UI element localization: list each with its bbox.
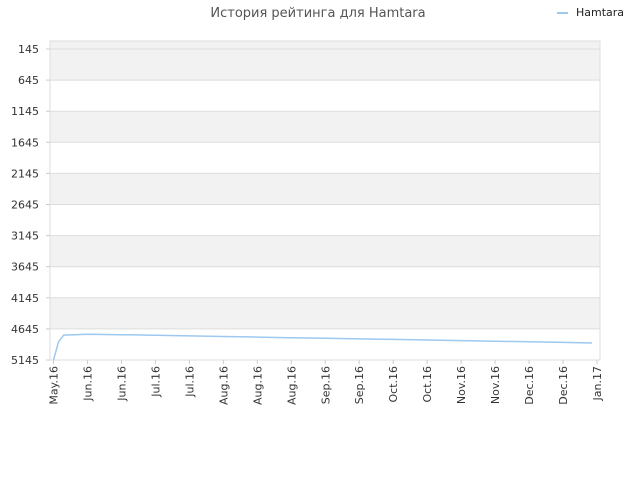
series-line	[52, 333, 592, 361]
x-tick-label: Oct.16	[421, 366, 434, 403]
y-tick-label: 3645	[11, 261, 39, 274]
plot-bands	[50, 41, 600, 329]
x-tick-label: Jan.17	[591, 366, 604, 401]
x-tick-label: Nov.16	[455, 366, 468, 404]
y-tick-label: 1645	[11, 136, 39, 149]
x-tick-label: Sep.16	[353, 366, 366, 404]
series-layer	[52, 333, 592, 361]
x-tick-label: Aug.16	[251, 366, 264, 405]
x-tick-label: May.16	[48, 366, 61, 405]
y-tick-label: 3145	[11, 230, 39, 243]
x-tick-label: Jul.16	[149, 366, 162, 398]
y-tick-label: 5145	[11, 354, 39, 367]
x-tick-label: Jul.16	[183, 366, 196, 398]
y-tick-label: 2645	[11, 199, 39, 212]
x-tick-label: Aug.16	[217, 366, 230, 405]
chart-title: История рейтинга для Hamtara	[210, 6, 425, 21]
plot-band	[50, 49, 600, 81]
x-tick-label: Aug.16	[285, 366, 298, 405]
y-tick-label: 4645	[11, 323, 39, 336]
y-tick-label: 2145	[11, 167, 39, 180]
x-tick-label: Sep.16	[319, 366, 332, 404]
x-tick-label: Dec.16	[523, 366, 536, 405]
y-tick-label: 145	[18, 43, 39, 56]
y-tick-label: 1145	[11, 105, 39, 118]
plot-band	[50, 235, 600, 267]
legend-label: Hamtara	[576, 6, 624, 19]
plot-band	[50, 173, 600, 205]
y-axis: 145 645 1145 1645 2145 2645 3145 3645 4145 4645 51…	[11, 43, 50, 367]
y-tick-label: 645	[18, 74, 39, 87]
y-tick-label: 4145	[11, 292, 39, 305]
x-axis: May.16 Jun.16 Jun.16 Jul.16 Jul.16 Aug.16 Aug.…	[48, 360, 604, 405]
x-tick-label: Jun.16	[115, 366, 128, 402]
plot-band	[50, 41, 600, 49]
legend: Hamtara	[557, 6, 624, 19]
plot-band	[50, 111, 600, 143]
x-tick-label: Oct.16	[387, 366, 400, 403]
x-tick-label: Dec.16	[557, 366, 570, 405]
x-tick-label: Nov.16	[489, 366, 502, 404]
plot-band	[50, 297, 600, 329]
x-tick-label: Jun.16	[81, 366, 94, 402]
